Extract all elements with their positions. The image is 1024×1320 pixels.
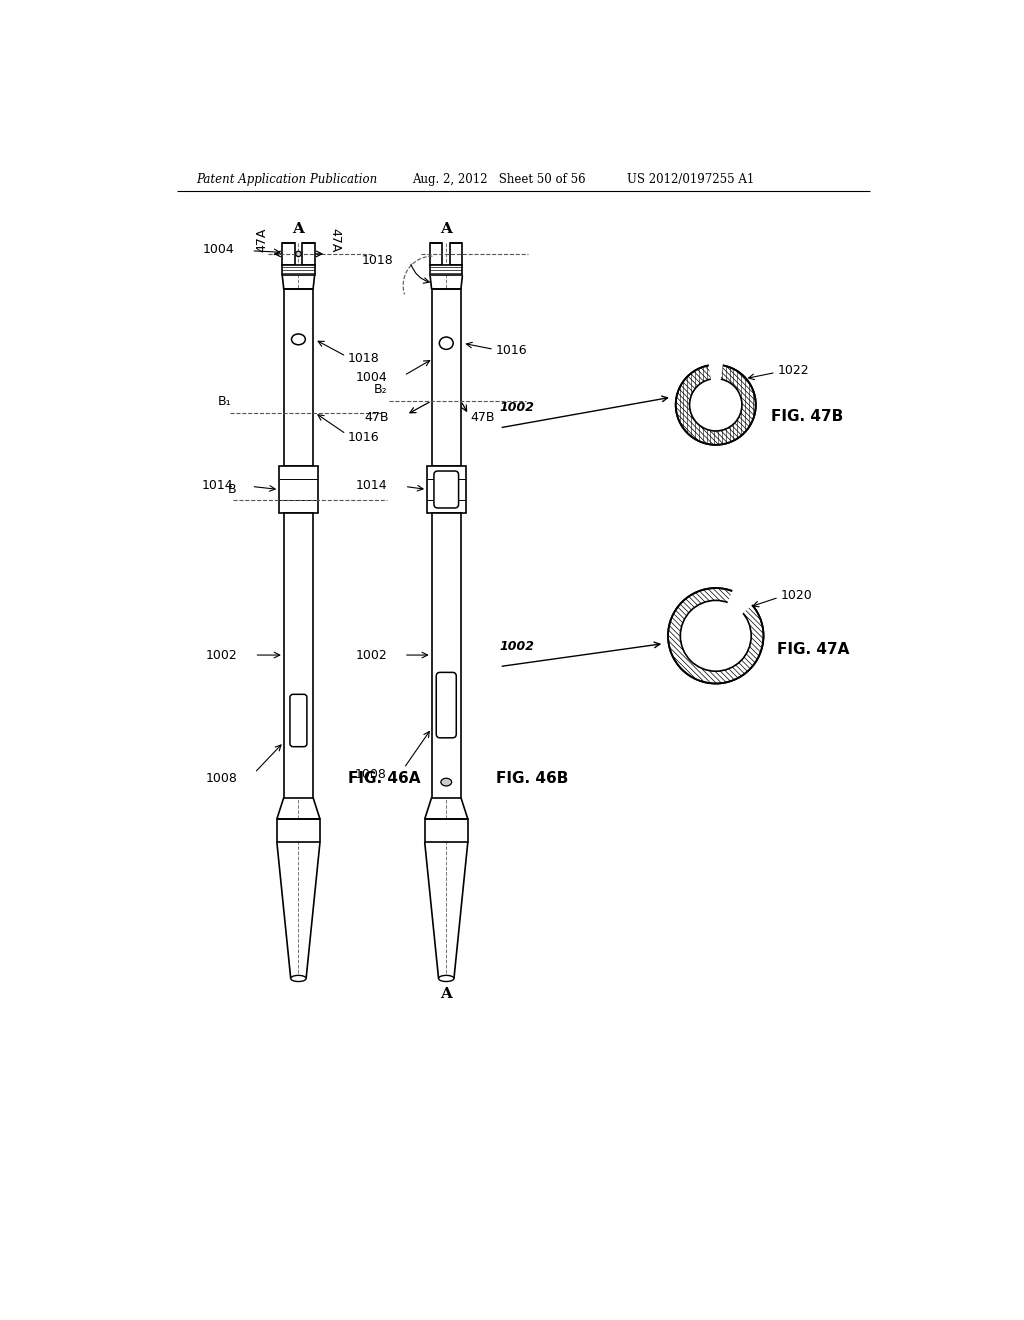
- Bar: [425, 818, 468, 842]
- Circle shape: [668, 589, 764, 684]
- Bar: [284, 289, 313, 466]
- Bar: [276, 818, 319, 842]
- Circle shape: [676, 364, 756, 445]
- Text: A: A: [440, 987, 453, 1001]
- Text: 1008: 1008: [206, 772, 238, 785]
- Text: 1002: 1002: [500, 640, 535, 653]
- Bar: [283, 264, 314, 276]
- Text: 1002: 1002: [206, 648, 238, 661]
- Text: FIG. 47B: FIG. 47B: [771, 409, 844, 424]
- Text: 1008: 1008: [355, 768, 387, 781]
- Text: Aug. 2, 2012   Sheet 50 of 56: Aug. 2, 2012 Sheet 50 of 56: [412, 173, 586, 186]
- Text: 1004: 1004: [355, 371, 387, 384]
- Text: B: B: [227, 483, 237, 496]
- Text: 1002: 1002: [500, 401, 535, 414]
- Text: 1016: 1016: [496, 345, 527, 358]
- Text: 1022: 1022: [777, 364, 809, 378]
- Bar: [430, 243, 442, 264]
- Text: US 2012/0197255 A1: US 2012/0197255 A1: [628, 173, 755, 186]
- Bar: [283, 243, 295, 264]
- Text: 47B: 47B: [365, 412, 389, 425]
- Circle shape: [680, 601, 752, 672]
- FancyBboxPatch shape: [436, 672, 457, 738]
- Text: FIG. 46B: FIG. 46B: [497, 771, 568, 785]
- Wedge shape: [716, 590, 753, 636]
- Bar: [302, 243, 314, 264]
- Text: B₁: B₁: [218, 395, 231, 408]
- FancyBboxPatch shape: [434, 471, 459, 508]
- Ellipse shape: [441, 779, 452, 785]
- Text: 1014: 1014: [202, 479, 233, 492]
- Text: A: A: [293, 222, 304, 236]
- Ellipse shape: [296, 251, 301, 256]
- Bar: [427, 466, 466, 512]
- Text: 47A: 47A: [255, 228, 268, 252]
- Ellipse shape: [291, 975, 306, 982]
- Bar: [451, 243, 463, 264]
- Text: A: A: [440, 222, 453, 236]
- Text: 1018: 1018: [348, 352, 380, 366]
- Text: 1016: 1016: [348, 430, 379, 444]
- Bar: [432, 289, 461, 466]
- Text: 1004: 1004: [203, 243, 234, 256]
- Ellipse shape: [292, 334, 305, 345]
- FancyBboxPatch shape: [290, 694, 307, 747]
- Bar: [432, 512, 461, 797]
- Text: 1002: 1002: [355, 648, 387, 661]
- Text: FIG. 46A: FIG. 46A: [348, 771, 421, 785]
- Ellipse shape: [438, 975, 454, 982]
- Text: 1018: 1018: [361, 253, 393, 267]
- Text: FIG. 47A: FIG. 47A: [777, 642, 850, 657]
- Ellipse shape: [439, 337, 454, 350]
- Text: 47B: 47B: [470, 412, 495, 425]
- Text: 1020: 1020: [780, 589, 812, 602]
- Bar: [430, 264, 463, 276]
- Text: B₂: B₂: [374, 383, 387, 396]
- Bar: [284, 512, 313, 797]
- Text: 47A: 47A: [329, 228, 341, 252]
- Text: 1014: 1014: [355, 479, 387, 492]
- Circle shape: [689, 379, 742, 432]
- Bar: [280, 466, 317, 512]
- Text: Patent Application Publication: Patent Application Publication: [196, 173, 377, 186]
- Wedge shape: [710, 363, 722, 405]
